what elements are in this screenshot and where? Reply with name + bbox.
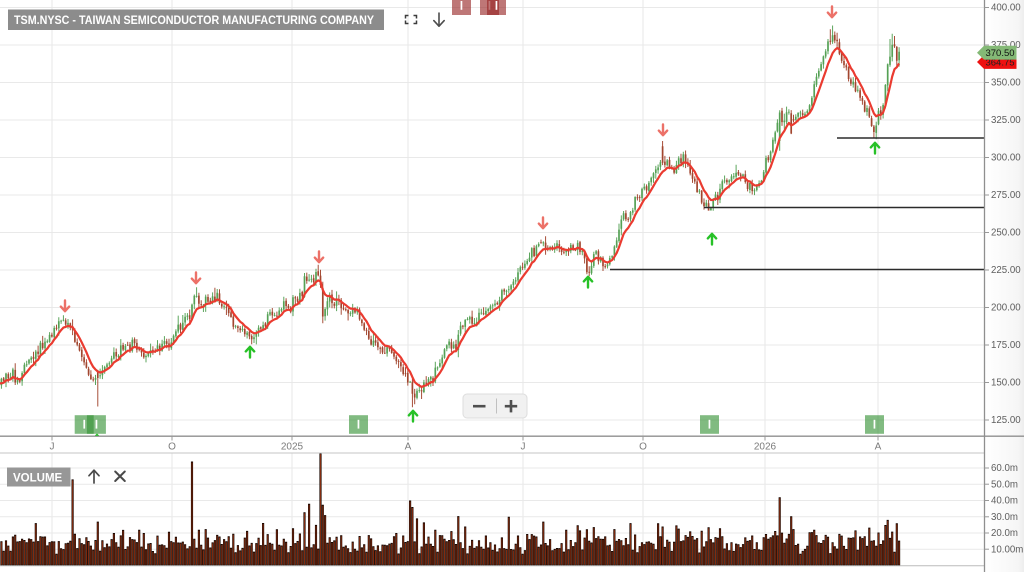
svg-text:A: A bbox=[875, 442, 882, 453]
svg-text:300.00: 300.00 bbox=[991, 153, 1021, 164]
svg-text:J: J bbox=[50, 442, 55, 453]
svg-text:A: A bbox=[405, 442, 412, 453]
svg-text:30.0m: 30.0m bbox=[991, 512, 1018, 523]
svg-text:2026: 2026 bbox=[754, 442, 777, 453]
svg-text:250.00: 250.00 bbox=[991, 228, 1021, 239]
svg-text:125.00: 125.00 bbox=[991, 415, 1021, 426]
svg-text:200.00: 200.00 bbox=[991, 303, 1021, 314]
svg-text:40.0m: 40.0m bbox=[991, 496, 1018, 507]
svg-text:20.0m: 20.0m bbox=[991, 528, 1018, 539]
svg-text:2025: 2025 bbox=[281, 442, 304, 453]
svg-text:O: O bbox=[168, 442, 176, 453]
svg-text:364.75: 364.75 bbox=[985, 57, 1014, 68]
svg-text:150.00: 150.00 bbox=[991, 378, 1021, 389]
svg-text:J: J bbox=[521, 442, 526, 453]
svg-text:60.0m: 60.0m bbox=[991, 463, 1018, 474]
svg-text:10.00m: 10.00m bbox=[991, 545, 1023, 556]
svg-text:225.00: 225.00 bbox=[991, 265, 1021, 276]
svg-text:50.0m: 50.0m bbox=[991, 479, 1018, 490]
svg-text:275.00: 275.00 bbox=[991, 190, 1021, 201]
svg-text:VOLUME: VOLUME bbox=[13, 473, 63, 485]
svg-text:350.00: 350.00 bbox=[991, 78, 1021, 89]
svg-text:400.00: 400.00 bbox=[991, 3, 1021, 14]
svg-text:O: O bbox=[639, 442, 647, 453]
svg-text:370.50: 370.50 bbox=[985, 48, 1014, 59]
svg-text:325.00: 325.00 bbox=[991, 115, 1021, 126]
svg-text:TSM.NYSC - TAIWAN SEMICONDUCTO: TSM.NYSC - TAIWAN SEMICONDUCTOR MANUFACT… bbox=[14, 15, 374, 27]
svg-text:175.00: 175.00 bbox=[991, 340, 1021, 351]
svg-text:375.00: 375.00 bbox=[991, 40, 1021, 51]
